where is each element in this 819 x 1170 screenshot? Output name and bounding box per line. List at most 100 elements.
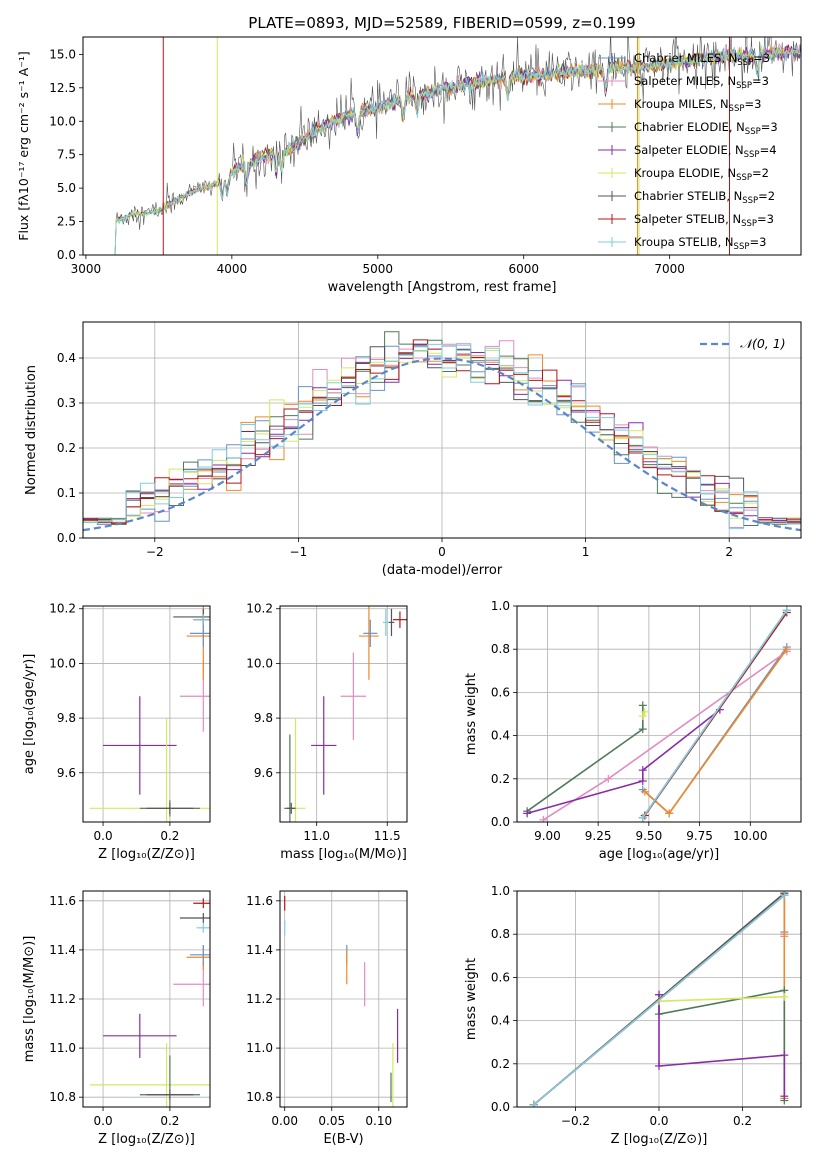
mass_vs_Z-ylabel: mass [log₁₀(M/M⊙)]: [22, 936, 37, 1063]
age_vs_mass-ytick-label: 10.2: [246, 602, 273, 616]
weight_vs_age-series-kroupa-miles: [644, 648, 788, 815]
legend-entry-end: =3: [753, 51, 770, 65]
mass_vs_EBV-xlabel: E(B-V): [323, 1132, 363, 1147]
weight_vs_Z-series-kroupa-elodie: [658, 996, 785, 1002]
residuals-xtick-label: 1: [582, 545, 590, 559]
weight_vs_age-ylabel: mass weight: [464, 673, 479, 755]
mass_vs_Z-xtick-label: 0.0: [94, 1114, 113, 1128]
legend-entry-label: Salpeter MILES, NSSP=3: [634, 74, 769, 91]
age_vs_Z-axes: 0.0 0.2 9.6 9.8 10.0 10.2 Z [log₁₀(Z/Z⊙)] age […: [22, 602, 211, 862]
spectrum-axes: 3000 4000 5000 6000 7000 0.0 2.5 5.0 7.5 10.0 12.5…: [16, 36, 802, 295]
mass_vs_EBV-ytick-label: 11.6: [246, 894, 273, 908]
age_vs_mass-xtick-label: 11.5: [374, 829, 401, 843]
legend-entry-end: =4: [760, 143, 777, 157]
spectrum-plot-area: [114, 37, 801, 255]
legend-entry-main: Chabrier STELIB, N: [634, 189, 742, 203]
mass_vs_Z-axes: 0.0 0.2 10.8 11.0 11.2 11.4 11.6 Z [log₁₀(Z/Z⊙)…: [22, 890, 211, 1147]
legend-entry-label: Chabrier ELODIE, NSSP=3: [634, 120, 778, 137]
mass_vs_EBV-xtick-label: 0.00: [271, 1114, 298, 1128]
legend-entry-label: Chabrier STELIB, NSSP=2: [634, 189, 775, 206]
age_vs_Z-ytick-label: 10.2: [49, 602, 76, 616]
legend-entry-end: =3: [749, 235, 766, 249]
weight_vs_Z-ytick-label: 0.2: [491, 1057, 510, 1071]
legend-entry-label: Kroupa MILES, NSSP=3: [634, 97, 761, 114]
gaussian-legend-label: 𝒩(0, 1): [740, 336, 786, 351]
legend-entry-label: Salpeter ELODIE, NSSP=4: [634, 143, 777, 160]
legend-entry-end: =3: [744, 97, 761, 111]
mass_vs_Z-ytick-label: 11.6: [49, 894, 76, 908]
gaussian-curve: [83, 357, 801, 532]
age_vs_mass-ytick-label: 9.8: [254, 711, 273, 725]
residuals-ytick-label: 0.0: [57, 531, 76, 545]
age_vs_mass-frame: [279, 605, 408, 823]
legend-entry-end: =3: [757, 212, 774, 226]
legend-entry-sub: SSP: [744, 150, 760, 160]
spectrum-ytick-label: 7.5: [57, 148, 76, 162]
weight_vs_age-series-salpeter-elodie: [526, 709, 721, 815]
weight_vs_Z-series-salpeter-elodie: [658, 994, 786, 1097]
weight_vs_age-xlabel: age [log₁₀(age/yr)]: [599, 847, 720, 862]
spectrum-xlabel: wavelength [Angstrom, rest frame]: [328, 280, 557, 295]
age_vs_Z-plot-area: [89, 606, 210, 822]
weight_vs_Z-ytick-label: 0.6: [491, 970, 510, 984]
age_vs_Z-xlabel: Z [log₁₀(Z/Z⊙)]: [98, 847, 195, 862]
residuals-xtick-label: −1: [290, 545, 308, 559]
weight_vs_age-ytick-label: 0.8: [491, 642, 510, 656]
weight_vs_age-xtick-label: 9.00: [534, 829, 561, 843]
spectrum-xtick-label: 6000: [508, 262, 539, 276]
weight_vs_age-xtick-label: 9.75: [686, 829, 713, 843]
weight_vs_age-axes: 9.00 9.25 9.50 9.75 10.00 0.0 0.2 0.4 0.6 0.8 1.0 a…: [464, 599, 802, 862]
mass_vs_Z-ytick-label: 11.0: [49, 1041, 76, 1055]
weight_vs_Z-xtick-label: −0.2: [561, 1114, 590, 1128]
mass_vs_Z-ytick-label: 11.4: [49, 943, 76, 957]
weight_vs_Z-ytick-label: 1.0: [491, 884, 510, 898]
legend-entry-main: Chabrier ELODIE, N: [634, 120, 745, 134]
mass_vs_Z-ytick-label: 10.8: [49, 1090, 76, 1104]
legend-entry-main: Salpeter MILES, N: [634, 74, 736, 88]
weight_vs_Z-ytick-label: 0.4: [491, 1014, 510, 1028]
chart-title: PLATE=0893, MJD=52589, FIBERID=0599, z=0…: [248, 14, 635, 32]
legend-entry-sub: SSP: [742, 196, 758, 206]
mass_vs_Z-ytick-label: 11.2: [49, 992, 76, 1006]
spectrum-ytick-label: 12.5: [49, 81, 76, 95]
weight_vs_Z-series-chabrier-elodie: [658, 989, 786, 1101]
age_vs_mass-xlabel: mass [log₁₀(M/M⊙)]: [280, 847, 407, 862]
legend-entry-label: Kroupa STELIB, NSSP=3: [634, 235, 766, 252]
age_vs_Z-xtick-label: 0.2: [160, 829, 179, 843]
weight_vs_Z-ytick-label: 0.8: [491, 927, 510, 941]
legend-entry-main: Kroupa STELIB, N: [634, 235, 734, 249]
age_vs_mass-ytick-label: 10.0: [246, 656, 273, 670]
legend-entry-sub: SSP: [741, 219, 757, 229]
mass_vs_EBV-ytick-label: 10.8: [246, 1090, 273, 1104]
legend-entry-end: =2: [758, 189, 775, 203]
legend-entry-sub: SSP: [736, 81, 752, 91]
legend-entry-end: =3: [752, 74, 769, 88]
residuals-plot-area: [83, 331, 801, 532]
residuals-xlabel: (data-model)/error: [382, 563, 503, 578]
age_vs_mass-axes: 11.0 11.5 9.6 9.8 10.0 10.2 mass [log₁₀(M/M⊙)]: [246, 602, 408, 862]
spectrum-xtick-label: 3000: [71, 262, 102, 276]
weight_vs_age-xtick-label: 9.50: [635, 829, 662, 843]
residuals-xtick-label: 0: [438, 545, 446, 559]
legend-entry-label: Chabrier MILES, NSSP=3: [634, 51, 770, 68]
weight_vs_age-xtick-label: 10.00: [733, 829, 767, 843]
weight_vs_Z-ylabel: mass weight: [464, 958, 479, 1040]
weight_vs_age-ytick-label: 0.6: [491, 685, 510, 699]
weight_vs_age-xtick-label: 9.25: [585, 829, 612, 843]
spectrum-xtick-label: 5000: [363, 262, 394, 276]
weight_vs_age-series-kroupa-stelib: [642, 609, 788, 819]
legend-entry-end: =3: [761, 120, 778, 134]
age_vs_Z-ytick-label: 10.0: [49, 656, 76, 670]
residuals-ytick-label: 0.4: [57, 351, 76, 365]
spectrum-ylabel: Flux [fλ10⁻¹⁷ erg cm⁻² s⁻¹ A⁻¹]: [16, 51, 31, 240]
legend-entry-main: Kroupa ELODIE, N: [634, 166, 736, 180]
spectrum-line-kroupa-stelib: [114, 45, 801, 255]
weight_vs_age-ytick-label: 0.4: [491, 729, 510, 743]
weight_vs_Z-axes: −0.2 0.0 0.2 0.0 0.2 0.4 0.6 0.8 1.0 Z [log₁₀(Z/Z…: [464, 884, 802, 1147]
residuals-xtick-label: −2: [146, 545, 164, 559]
residuals-axes: −2 −1 0 1 2 0.0 0.1 0.2 0.3 0.4 (data-model)/error…: [24, 321, 802, 578]
weight_vs_Z-xtick-label: 0.0: [649, 1114, 668, 1128]
spectrum-ytick-label: 5.0: [57, 181, 76, 195]
age_vs_mass-xtick-label: 11.0: [303, 829, 330, 843]
